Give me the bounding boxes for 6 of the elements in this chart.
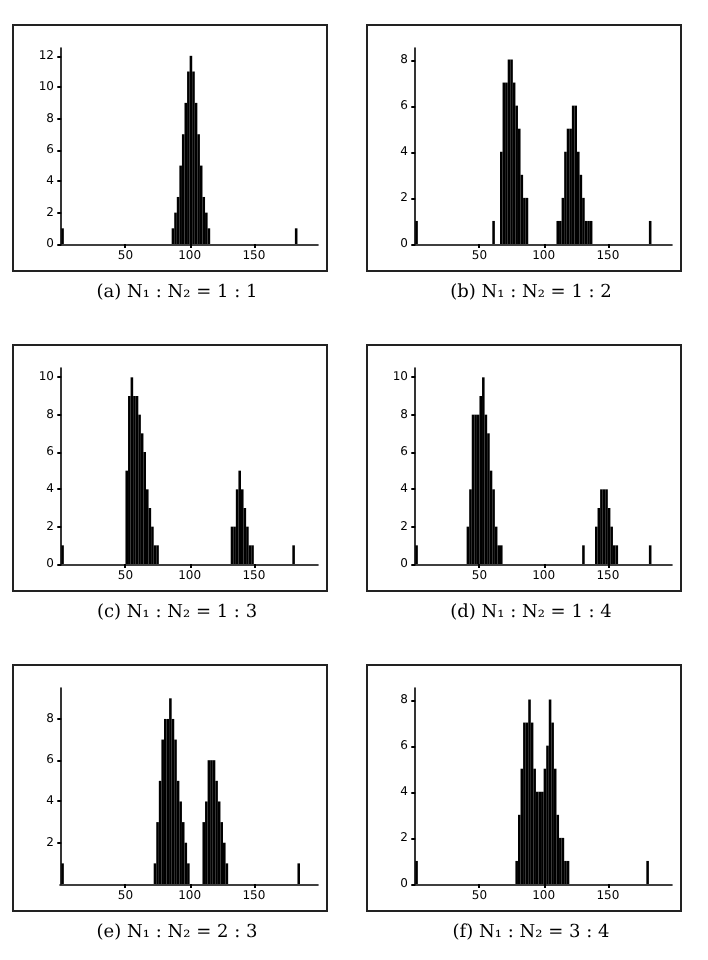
text: (c) N₁ : N₂ = 1 : 3: [96, 603, 258, 623]
text: (e) N₁ : N₂ = 2 : 3: [96, 923, 258, 943]
text: (f) N₁ : N₂ = 3 : 4: [452, 923, 610, 943]
text: (a) N₁ : N₂ = 1 : 1: [96, 283, 258, 303]
text: (b) N₁ : N₂ = 1 : 2: [450, 283, 612, 303]
text: (d) N₁ : N₂ = 1 : 4: [450, 603, 613, 623]
